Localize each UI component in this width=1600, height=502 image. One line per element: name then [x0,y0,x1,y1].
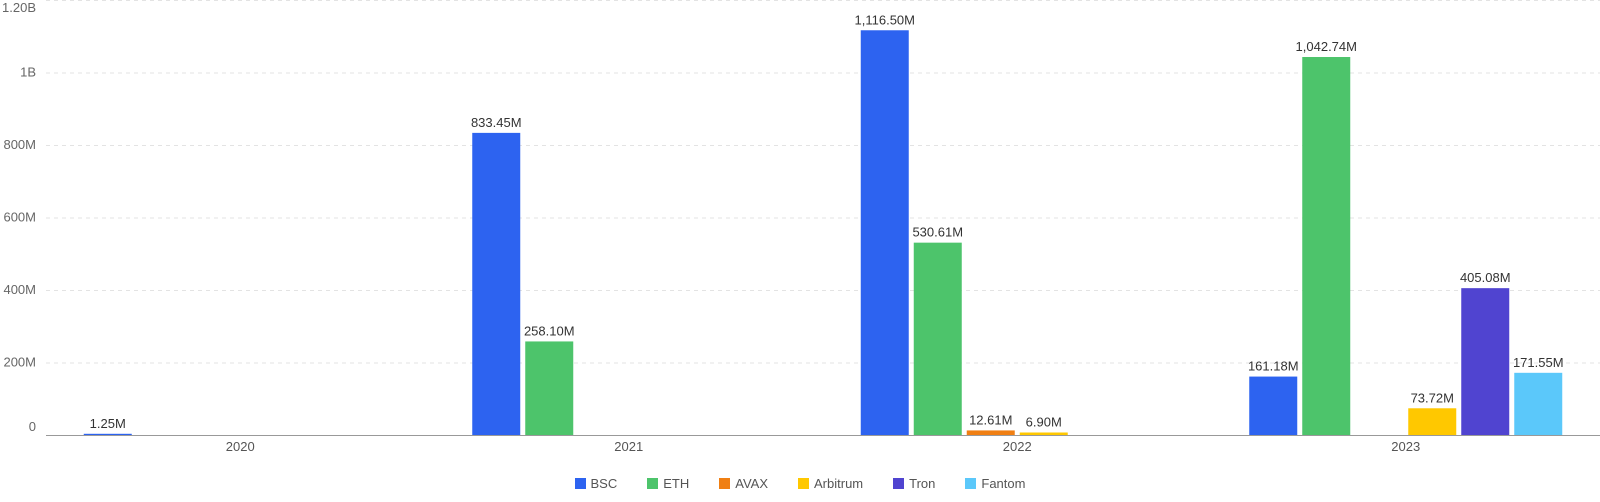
bar-avax-2022 [966,430,1015,435]
data-label: 405.08M [1460,270,1511,285]
y-tick-label: 200M [3,355,36,370]
data-label: 1,042.74M [1296,39,1357,54]
x-tick-label: 2023 [1391,439,1420,454]
legend-label: Arbitrum [814,475,864,491]
legend-label: AVAX [735,475,769,491]
legend-swatch [965,477,977,489]
legend-item-fantom[interactable]: Fantom [965,476,1025,491]
legend-item-tron[interactable]: Tron [893,476,935,491]
x-axis-ticks: 2020 2021 2022 2023 [226,439,1420,454]
data-label: 161.18M [1248,359,1299,374]
bar-eth-2021 [525,341,574,435]
bar-eth-2023 [1302,57,1351,436]
y-tick-label: 400M [3,282,36,297]
bars [83,30,1563,436]
y-tick-label: 0 [29,419,36,434]
bar-arbitrum-2023 [1408,408,1457,435]
legend-swatch [647,477,659,489]
legend: BSC ETH AVAX Arbitrum Tron Fantom [0,472,1600,494]
bar-fantom-2023 [1514,372,1563,435]
data-label: 6.90M [1026,414,1062,429]
legend-swatch [574,477,586,489]
legend-swatch [719,477,731,489]
data-labels: 1.25M 833.45M 258.10M 1,116.50M 530.61M 12.61… [90,12,1564,431]
data-label: 1,116.50M [855,12,915,27]
data-label: 73.72M [1411,390,1454,405]
data-label: 258.10M [524,323,575,338]
legend-item-eth[interactable]: ETH [647,476,689,491]
bar-tron-2023 [1461,288,1510,435]
x-tick-label: 2022 [1003,439,1032,454]
bar-bsc-2023 [1249,376,1298,435]
bar-arbitrum-2022 [1019,432,1068,435]
y-tick-label: 800M [3,137,36,152]
legend-item-arbitrum[interactable]: Arbitrum [798,476,863,491]
y-tick-label: 1.20B [2,0,36,15]
legend-item-avax[interactable]: AVAX [719,476,768,491]
legend-label: ETH [663,475,690,491]
bar-eth-2022 [913,242,962,435]
bar-bsc-2020 [83,433,132,435]
data-label: 1.25M [90,416,126,431]
y-axis-ticks: 0 200M 400M 600M 800M 1B 1.20B [2,0,36,434]
x-tick-label: 2021 [614,439,643,454]
y-tick-label: 1B [20,65,36,80]
data-label: 833.45M [471,115,522,130]
bar-bsc-2021 [472,132,521,435]
legend-item-bsc[interactable]: BSC [574,475,618,491]
x-tick-label: 2020 [226,439,255,454]
legend-label: BSC [590,475,618,491]
legend-label: Tron [909,475,936,491]
legend-label: Fantom [981,475,1026,491]
data-label: 12.61M [969,412,1012,427]
bar-bsc-2022 [860,30,909,436]
data-label: 171.55M [1513,355,1564,370]
y-tick-label: 600M [3,210,36,225]
legend-swatch [798,477,810,489]
grid-lines [46,0,1600,364]
data-label: 530.61M [912,225,963,240]
legend-swatch [893,477,905,489]
